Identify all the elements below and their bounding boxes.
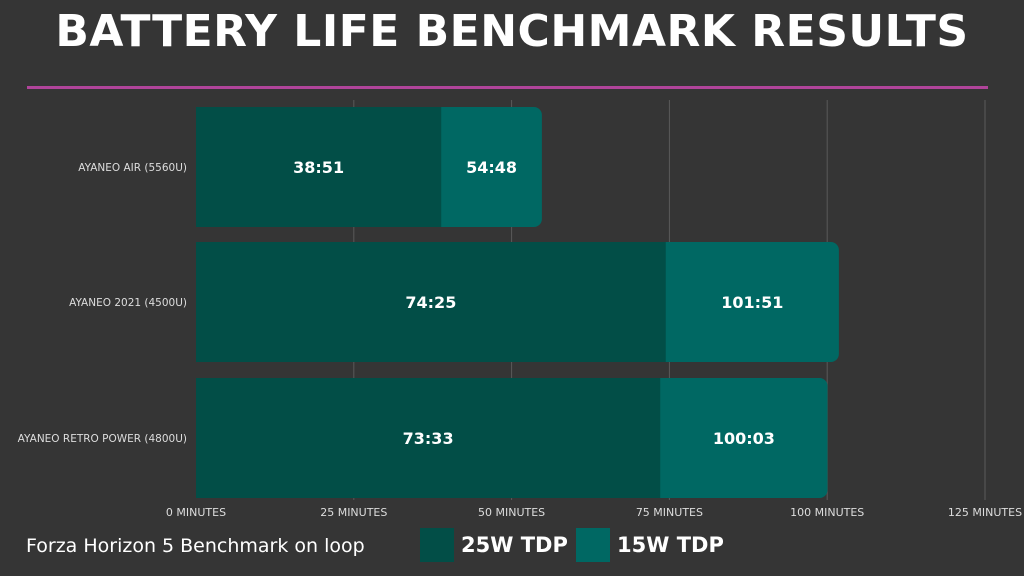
footer-note: Forza Horizon 5 Benchmark on loop bbox=[26, 535, 365, 557]
category-label: AYANEO RETRO POWER (4800U) bbox=[18, 433, 187, 445]
x-tick-label: 50 MINUTES bbox=[478, 506, 545, 519]
legend-swatch-25w bbox=[420, 528, 454, 562]
legend-item-25w: 25W TDP bbox=[420, 528, 568, 562]
x-tick-label: 125 MINUTES bbox=[948, 506, 1022, 519]
legend-label-25w: 25W TDP bbox=[461, 533, 568, 557]
data-label-15w: 54:48 bbox=[466, 158, 517, 177]
legend-swatch-15w bbox=[576, 528, 610, 562]
legend-item-15w: 15W TDP bbox=[576, 528, 724, 562]
bar-25w bbox=[196, 242, 666, 362]
x-tick-label: 75 MINUTES bbox=[636, 506, 703, 519]
data-label-25w: 74:25 bbox=[405, 293, 456, 312]
data-label-25w: 38:51 bbox=[293, 158, 344, 177]
x-tick-label: 25 MINUTES bbox=[320, 506, 387, 519]
x-tick-label: 0 MINUTES bbox=[166, 506, 226, 519]
legend-label-15w: 15W TDP bbox=[617, 533, 724, 557]
data-label-15w: 101:51 bbox=[721, 293, 783, 312]
category-label: AYANEO 2021 (4500U) bbox=[69, 297, 187, 309]
bar-25w bbox=[196, 378, 661, 498]
bar-25w bbox=[196, 107, 442, 227]
category-label: AYANEO AIR (5560U) bbox=[78, 162, 187, 174]
data-label-15w: 100:03 bbox=[713, 429, 775, 448]
title-underline bbox=[27, 86, 988, 89]
x-tick-label: 100 MINUTES bbox=[790, 506, 864, 519]
chart-title: BATTERY LIFE BENCHMARK RESULTS bbox=[55, 6, 969, 57]
data-label-25w: 73:33 bbox=[403, 429, 454, 448]
